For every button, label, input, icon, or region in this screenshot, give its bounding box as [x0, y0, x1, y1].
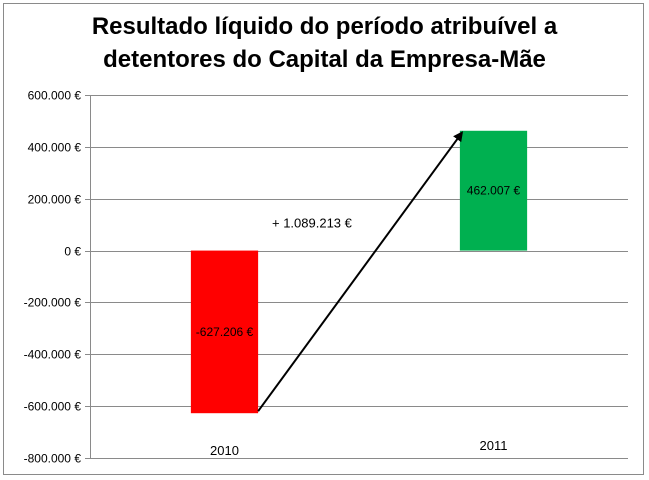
y-tick-label: -600.000 € — [24, 400, 82, 414]
category-label-2010: 2010 — [210, 443, 239, 458]
category-labels: 2010 2011 — [210, 438, 507, 458]
gridlines — [90, 95, 628, 459]
y-tick-label: 0 € — [64, 245, 81, 259]
chart-frame — [3, 3, 644, 475]
change-annotation: + 1.089.213 € — [272, 216, 353, 231]
data-label-2010: -627.206 € — [196, 325, 254, 339]
chart-title: Resultado líquido do período atribuível … — [0, 10, 649, 76]
bar-2010 — [190, 250, 259, 414]
y-tick-label: -200.000 € — [24, 296, 82, 310]
bars — [190, 130, 528, 414]
category-label-2011: 2011 — [480, 438, 508, 453]
data-label-2011: 462.007 € — [467, 184, 521, 198]
y-tick-label: -800.000 € — [24, 452, 82, 466]
bar-2011 — [459, 130, 528, 251]
y-tick-label: 400.000 € — [28, 141, 82, 155]
y-tick-label: 600.000 € — [28, 89, 82, 103]
y-axis-ticks: 600.000 € 400.000 € 200.000 € 0 € -200.000 €… — [24, 89, 90, 466]
chart-title-line-1: Resultado líquido do período atribuível … — [91, 13, 558, 40]
y-tick-label: 200.000 € — [28, 193, 82, 207]
change-arrow — [257, 131, 464, 412]
chart-title-line-2: detentores do Capital da Empresa-Mãe — [103, 46, 546, 73]
y-tick-label: -400.000 € — [24, 348, 82, 362]
data-labels: -627.206 € 462.007 € — [196, 184, 521, 339]
